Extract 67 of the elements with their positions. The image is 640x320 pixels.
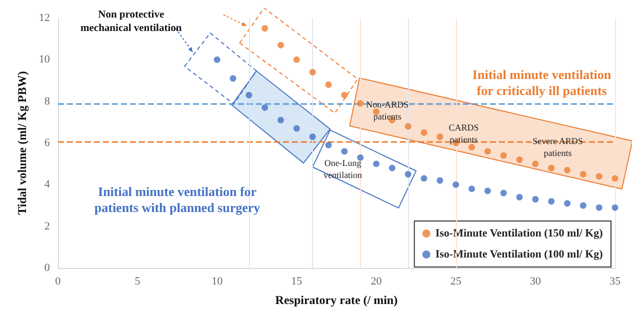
point — [612, 204, 618, 211]
point — [325, 142, 332, 148]
point — [277, 116, 284, 124]
y-tick-label: 4 — [44, 178, 50, 191]
point — [516, 156, 523, 163]
point — [548, 164, 555, 172]
point — [341, 148, 348, 155]
point — [532, 160, 539, 168]
point — [564, 166, 570, 174]
point — [500, 190, 507, 196]
y-axis-title: Tidal volume (ml/ Kg PBW) — [15, 71, 29, 215]
point — [500, 152, 507, 159]
x-tick-label: 0 — [55, 276, 62, 288]
point — [468, 186, 475, 192]
y-tick-label: 6 — [44, 137, 50, 149]
annotation: Non protective mechanical ventilation — [80, 9, 182, 34]
point — [580, 171, 586, 178]
point — [373, 160, 380, 168]
point — [325, 81, 332, 88]
point — [596, 173, 602, 180]
x-tick-label: 10 — [212, 276, 224, 288]
point — [516, 194, 523, 200]
point — [262, 25, 268, 32]
y-tick-label: 12 — [38, 12, 50, 24]
point — [404, 171, 412, 178]
x-tick-label: 25 — [450, 276, 462, 288]
point — [484, 188, 491, 194]
annotation: Initial minute ventilation for patients with planned surgery — [94, 184, 261, 215]
annotation: Initial minute ventilation for critically ill patients — [472, 67, 612, 98]
point — [596, 204, 602, 211]
y-tick-label: 8 — [44, 95, 50, 108]
point — [262, 104, 268, 111]
point — [436, 134, 444, 140]
x-tick-label: 35 — [610, 276, 621, 288]
point — [214, 56, 220, 63]
x-tick-label: 5 — [134, 276, 141, 288]
y-tick-label: 10 — [38, 54, 50, 66]
y-tick-label: 2 — [44, 220, 50, 232]
point — [420, 129, 428, 136]
point — [309, 134, 316, 140]
point — [357, 100, 364, 107]
point — [246, 92, 252, 98]
x-axis-title: Respiratory rate (/ min) — [275, 293, 398, 307]
point — [357, 154, 364, 161]
point — [404, 123, 412, 130]
x-tick-label: 15 — [291, 276, 303, 288]
point — [293, 56, 300, 63]
point — [436, 177, 444, 184]
point — [564, 200, 570, 207]
point — [484, 148, 491, 155]
legend-label: Iso-Minute Ventilation (150 ml/ Kg) — [435, 228, 604, 240]
x-tick-label: 20 — [370, 276, 382, 288]
point — [309, 68, 316, 76]
point — [532, 196, 539, 202]
x-tick-label: 30 — [530, 276, 542, 288]
y-tick-label: 0 — [44, 262, 50, 274]
point — [580, 202, 586, 209]
point — [388, 164, 396, 172]
point — [452, 181, 460, 188]
legend-label: Iso-Minute Ventilation (100 ml/ Kg) — [435, 248, 604, 260]
point — [341, 92, 348, 98]
point — [293, 125, 300, 132]
point — [548, 198, 555, 205]
point — [277, 42, 284, 48]
point — [612, 175, 618, 182]
point — [230, 75, 236, 82]
point — [420, 175, 428, 182]
